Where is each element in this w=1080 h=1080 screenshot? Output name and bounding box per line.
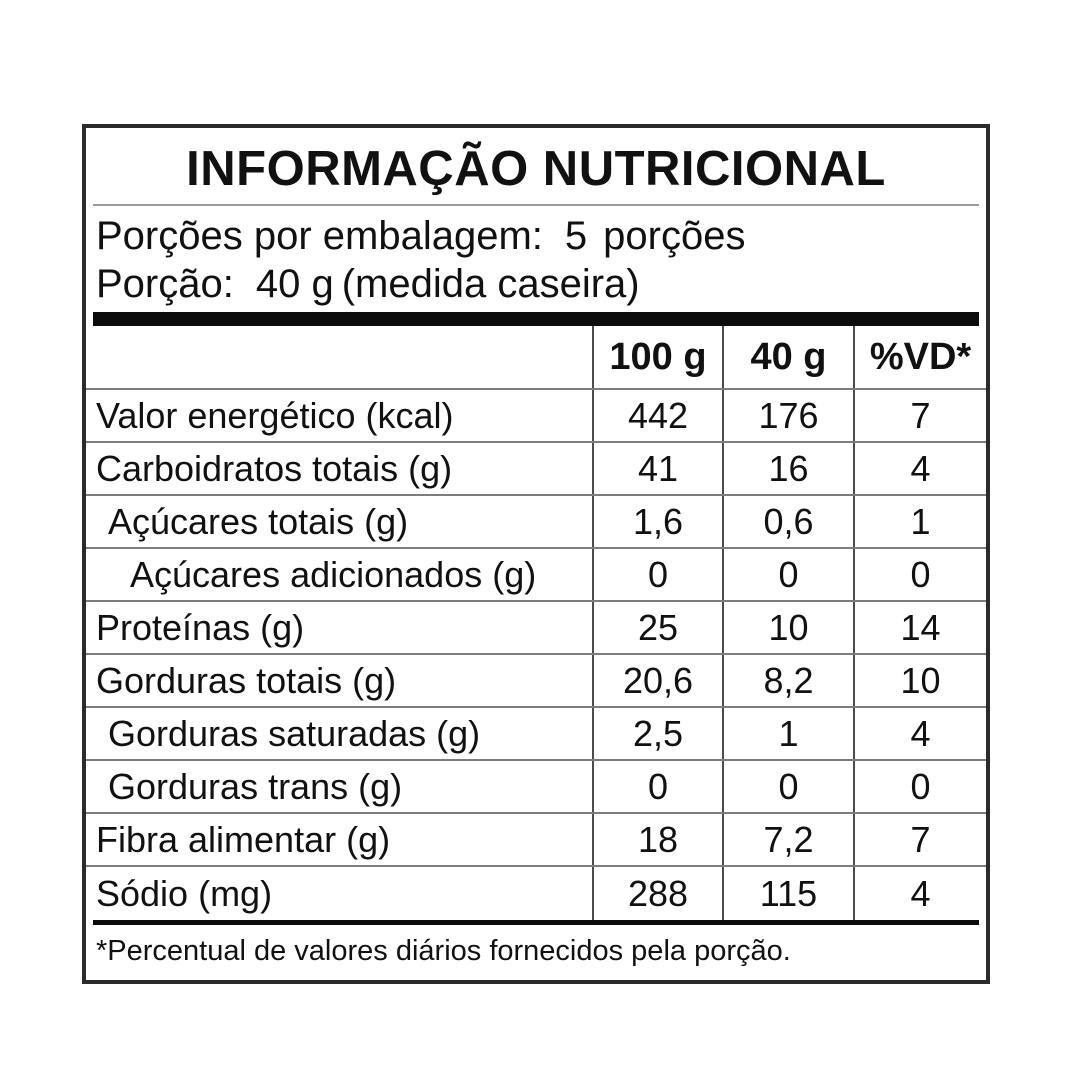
daily-value-footnote: *Percentual de valores diários fornecido… [96, 935, 791, 967]
value-percent-vd: 1 [853, 496, 986, 547]
table-row-gorduras-saturadas: Gorduras saturadas (g) 2,5 1 4 [86, 708, 986, 761]
servings-count: 5 [564, 214, 588, 258]
row-label: Gorduras saturadas (g) [108, 712, 481, 754]
column-header-40g: 40 g [722, 326, 853, 388]
value-per-100g: 288 [592, 867, 722, 920]
table-row-gorduras-totais: Gorduras totais (g) 20,6 8,2 10 [86, 655, 986, 708]
value-per-100g: 25 [592, 602, 722, 653]
value-percent-vd: 4 [853, 443, 986, 494]
value-per-40g: 8,2 [722, 655, 853, 706]
value-per-40g: 10 [722, 602, 853, 653]
value-per-40g: 0 [722, 761, 853, 812]
value-per-100g: 0 [592, 761, 722, 812]
row-label: Proteínas (g) [96, 606, 305, 648]
panel-title: INFORMAÇÃO NUTRICIONAL [186, 142, 886, 196]
servings-unit: porções [603, 214, 746, 258]
value-per-40g: 115 [722, 867, 853, 920]
title-divider [93, 204, 979, 206]
value-percent-vd: 4 [853, 708, 986, 759]
value-per-100g: 20,6 [592, 655, 722, 706]
servings-per-package-line: Porções por embalagem: 5 porções [96, 212, 986, 260]
value-per-100g: 442 [592, 390, 722, 441]
serving-info-section: Porções por embalagem: 5 porções Porção: 40… [86, 206, 986, 308]
value-percent-vd: 0 [853, 549, 986, 600]
value-per-40g: 0,6 [722, 496, 853, 547]
footer-divider [93, 920, 979, 925]
table-row-gorduras-trans: Gorduras trans (g) 0 0 0 [86, 761, 986, 814]
value-per-40g: 16 [722, 443, 853, 494]
table-row-fibra: Fibra alimentar (g) 18 7,2 7 [86, 814, 986, 867]
value-percent-vd: 7 [853, 390, 986, 441]
row-label: Valor energético (kcal) [96, 394, 454, 436]
table-row-acucares-adicionados: Açúcares adicionados (g) 0 0 0 [86, 549, 986, 602]
portion-line: Porção: 40 g (medida caseira) [96, 260, 986, 308]
value-percent-vd: 14 [853, 602, 986, 653]
row-label: Açúcares adicionados (g) [130, 553, 537, 595]
column-header-vd: %VD* [853, 326, 986, 388]
table-row-acucares-totais: Açúcares totais (g) 1,6 0,6 1 [86, 496, 986, 549]
table-row-energia: Valor energético (kcal) 442 176 7 [86, 390, 986, 443]
value-percent-vd: 4 [853, 867, 986, 920]
portion-amount: 40 g [255, 262, 334, 306]
nutrition-facts-panel: INFORMAÇÃO NUTRICIONAL Porções por embal… [82, 124, 990, 984]
table-row-sodio: Sódio (mg) 288 115 4 [86, 867, 986, 920]
portion-label: Porção: [96, 262, 234, 306]
row-label: Gorduras trans (g) [108, 765, 403, 807]
value-percent-vd: 10 [853, 655, 986, 706]
value-per-100g: 18 [592, 814, 722, 865]
value-per-40g: 176 [722, 390, 853, 441]
header-label-cell [86, 326, 592, 388]
table-row-carboidratos: Carboidratos totais (g) 41 16 4 [86, 443, 986, 496]
header-bar [93, 312, 979, 326]
value-percent-vd: 7 [853, 814, 986, 865]
value-per-100g: 41 [592, 443, 722, 494]
row-label: Açúcares totais (g) [108, 500, 409, 542]
value-per-100g: 1,6 [592, 496, 722, 547]
row-label: Sódio (mg) [96, 872, 273, 914]
servings-label: Porções por embalagem: [96, 214, 543, 258]
row-label: Carboidratos totais (g) [96, 447, 453, 489]
value-per-100g: 0 [592, 549, 722, 600]
table-row-proteinas: Proteínas (g) 25 10 14 [86, 602, 986, 655]
value-per-40g: 0 [722, 549, 853, 600]
nutrition-table: 100 g 40 g %VD* Valor energético (kcal) … [86, 326, 986, 920]
portion-detail: (medida caseira) [341, 262, 640, 306]
row-label: Fibra alimentar (g) [96, 818, 391, 860]
column-header-100g: 100 g [592, 326, 722, 388]
value-per-40g: 7,2 [722, 814, 853, 865]
value-percent-vd: 0 [853, 761, 986, 812]
row-label: Gorduras totais (g) [96, 659, 397, 701]
table-header-row: 100 g 40 g %VD* [86, 326, 986, 390]
value-per-40g: 1 [722, 708, 853, 759]
value-per-100g: 2,5 [592, 708, 722, 759]
